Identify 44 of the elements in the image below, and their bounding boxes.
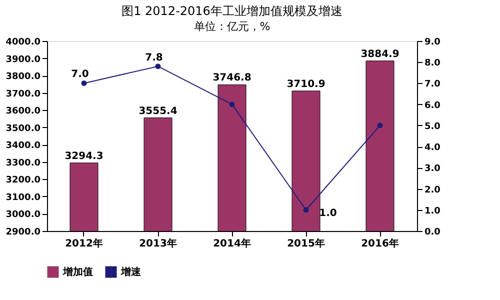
data-label: 3884.9 (360, 48, 400, 60)
y2-tick-label: 6.0 (424, 100, 440, 111)
x-tick-label: 2015年 (287, 238, 325, 250)
y-tick-label: 2900.0 (6, 228, 40, 238)
y-tick-label: 3600.0 (6, 106, 40, 117)
data-label: 7.0 (71, 69, 89, 80)
chart-title: 图1 2012-2016年工业增加值规模及增速 (122, 4, 342, 18)
point (81, 80, 87, 86)
y2-tick-label: 9.0 (424, 38, 440, 48)
y2-tick-label: 7.0 (424, 80, 440, 90)
point (229, 102, 235, 108)
data-label: 7.8 (145, 52, 163, 64)
data-label: 3710.9 (286, 78, 326, 90)
y2-tick-label: 5.0 (424, 122, 440, 132)
x-tick-label: 2012年 (65, 238, 103, 250)
x-tick-label: 2014年 (213, 238, 251, 250)
data-label: 3746.8 (212, 72, 252, 84)
y2-tick-label: 8.0 (424, 58, 440, 69)
y2-tick-label: 4.0 (424, 143, 440, 154)
x-tick-label: 2016年 (361, 238, 399, 250)
data-label: 3555.4 (138, 106, 178, 117)
x-tick-label: 2013年 (139, 238, 177, 250)
y-tick-label: 3500.0 (6, 124, 40, 134)
point (303, 207, 309, 213)
y-tick-label: 3200.0 (6, 176, 40, 186)
y-tick-label: 3300.0 (6, 158, 40, 168)
y-tick-label: 3800.0 (6, 72, 40, 82)
legend-label: 增速 (120, 266, 142, 278)
y2-tick-label: 1.0 (424, 206, 440, 216)
y-tick-label: 3400.0 (6, 141, 40, 152)
y2-tick-label: 0.0 (424, 228, 440, 238)
y-tick-label: 3700.0 (6, 89, 40, 100)
y-tick-label: 4000.0 (6, 38, 40, 48)
y-tick-label: 3900.0 (6, 54, 40, 65)
data-label: 3294.3 (64, 150, 104, 162)
y-tick-label: 3000.0 (6, 210, 40, 220)
y2-tick-label: 3.0 (424, 164, 440, 174)
chart-subtitle: 单位：亿元，% (194, 20, 270, 33)
legend-label: 增加值 (62, 266, 93, 278)
y-tick-label: 3100.0 (6, 192, 40, 203)
point (155, 64, 161, 70)
point (377, 122, 383, 128)
data-label: 1.0 (319, 208, 337, 219)
y2-tick-label: 2.0 (424, 185, 440, 196)
